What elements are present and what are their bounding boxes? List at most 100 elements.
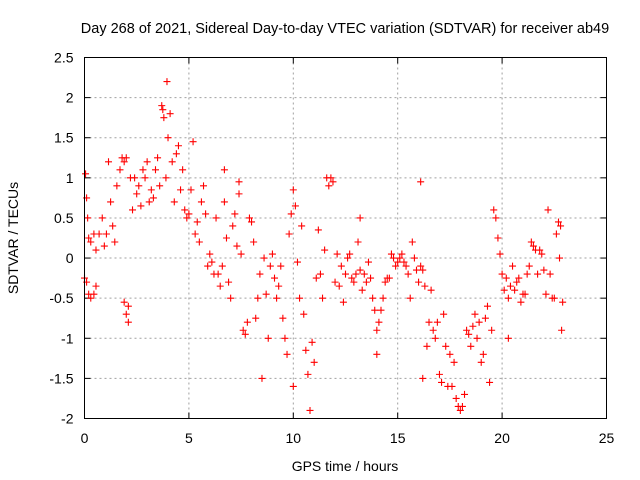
data-point	[490, 206, 498, 214]
data-point	[185, 210, 193, 218]
data-point	[124, 302, 132, 310]
data-point	[337, 262, 345, 270]
data-point	[189, 138, 197, 146]
data-point	[452, 394, 460, 402]
data-point	[312, 274, 320, 282]
y-tick-label: -1	[61, 330, 74, 346]
data-point	[107, 198, 115, 206]
y-tick-label: 1.5	[54, 130, 74, 146]
data-point	[421, 282, 429, 290]
data-point	[511, 286, 519, 294]
y-tick-label: 2	[66, 90, 74, 106]
chart-title: Day 268 of 2021, Sidereal Day-to-day VTE…	[81, 21, 609, 37]
data-point	[329, 178, 337, 186]
data-point	[162, 174, 170, 182]
data-point	[164, 134, 172, 142]
data-point	[250, 238, 258, 246]
data-point	[467, 342, 475, 350]
data-point	[92, 246, 100, 254]
data-point	[479, 350, 487, 358]
data-point	[95, 230, 103, 238]
data-point	[291, 202, 299, 210]
data-point	[212, 214, 220, 222]
y-tick-label: -0.5	[49, 290, 73, 306]
data-point	[122, 310, 130, 318]
data-point	[394, 258, 402, 266]
data-point	[540, 266, 548, 274]
data-point	[273, 294, 281, 302]
data-point	[160, 114, 168, 122]
data-point	[496, 250, 504, 258]
data-point	[446, 350, 454, 358]
data-point	[333, 250, 341, 258]
data-point	[174, 142, 182, 150]
data-point	[392, 262, 400, 270]
data-point	[102, 230, 110, 238]
data-point	[321, 246, 329, 254]
data-point	[408, 238, 416, 246]
data-point	[373, 350, 381, 358]
data-point	[335, 282, 343, 290]
data-point	[438, 378, 446, 386]
data-point	[498, 270, 506, 278]
data-point	[356, 266, 364, 274]
data-point	[84, 214, 92, 222]
x-tick-label: 15	[390, 430, 406, 446]
data-point	[197, 198, 205, 206]
data-point	[87, 294, 95, 302]
data-point	[358, 286, 366, 294]
data-point	[554, 218, 562, 226]
data-point	[170, 198, 178, 206]
data-point	[154, 154, 162, 162]
data-point	[141, 174, 149, 182]
data-point	[448, 382, 456, 390]
data-point	[271, 274, 279, 282]
data-point	[542, 290, 550, 298]
data-point	[266, 262, 274, 270]
data-point	[356, 214, 364, 222]
data-point	[248, 218, 256, 226]
data-point	[139, 166, 147, 174]
data-point	[506, 282, 514, 290]
data-point	[559, 298, 567, 306]
data-point	[314, 226, 322, 234]
data-point	[390, 254, 398, 262]
data-point	[109, 222, 117, 230]
data-point	[477, 358, 485, 366]
data-point	[100, 242, 108, 250]
data-point	[202, 210, 210, 218]
data-point	[122, 154, 130, 162]
data-point	[214, 270, 222, 278]
data-point	[350, 278, 358, 286]
data-point	[293, 258, 301, 266]
data-point	[195, 238, 203, 246]
data-point	[552, 230, 560, 238]
data-point	[296, 294, 304, 302]
data-point	[556, 254, 564, 262]
data-points	[81, 78, 567, 414]
data-point	[220, 166, 228, 174]
y-tick-label: 0.5	[54, 210, 74, 226]
data-point	[264, 334, 272, 342]
y-tick-label: 2.5	[54, 50, 74, 66]
data-point	[124, 318, 132, 326]
data-point	[402, 262, 410, 270]
x-axis-label: GPS time / hours	[292, 458, 399, 474]
data-point	[158, 102, 166, 110]
data-point	[406, 294, 414, 302]
data-point	[151, 166, 159, 174]
data-point	[450, 358, 458, 366]
data-point	[145, 198, 153, 206]
data-point	[90, 290, 98, 298]
data-point	[159, 106, 167, 114]
data-point	[348, 274, 356, 282]
data-point	[231, 210, 239, 218]
data-point	[529, 242, 537, 250]
data-point	[525, 262, 533, 270]
data-point	[398, 250, 406, 258]
data-point	[354, 238, 362, 246]
data-point	[285, 230, 293, 238]
data-point	[260, 254, 268, 262]
y-tick-label: -2	[61, 411, 74, 427]
data-point	[546, 270, 554, 278]
